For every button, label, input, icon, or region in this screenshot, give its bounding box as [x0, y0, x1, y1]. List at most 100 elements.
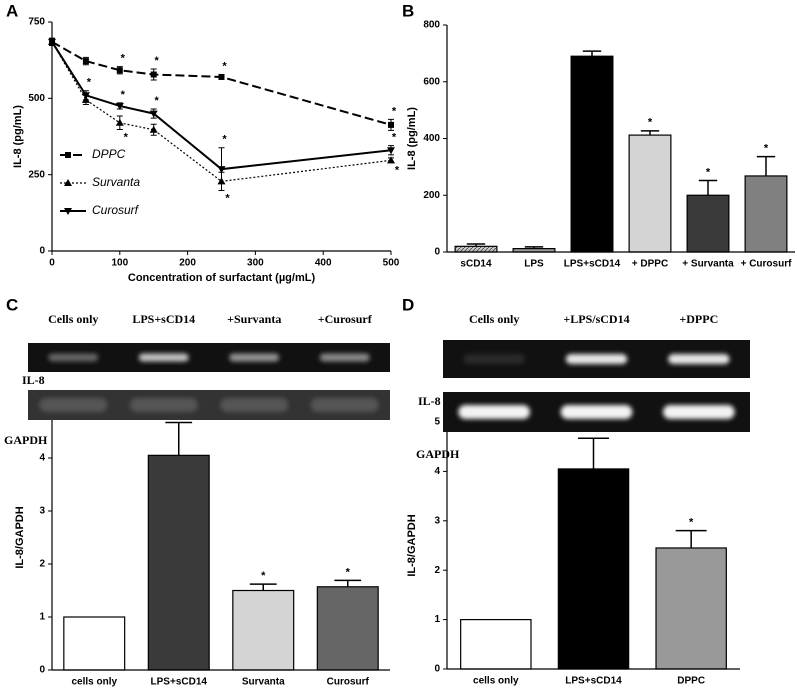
y-axis-label: IL-8/GAPDH	[14, 506, 26, 568]
x-tick-label: DPPC	[677, 676, 705, 687]
x-tick-label: cells only	[71, 677, 117, 688]
marker	[149, 110, 158, 118]
x-tick-label: 300	[247, 258, 264, 269]
y-axis-label: IL-8 (pg/mL)	[406, 107, 418, 170]
y-tick-label: 0	[434, 247, 440, 258]
error-bar	[165, 421, 193, 456]
y-tick-label: 800	[423, 20, 440, 31]
series-line	[51, 41, 392, 183]
lane-label: +Curosurf	[318, 312, 373, 326]
row-label: GAPDH	[416, 447, 460, 461]
bar	[570, 55, 614, 253]
y-tick-label: 5	[434, 417, 440, 428]
x-tick-label: sCD14	[460, 259, 492, 270]
marker	[217, 166, 226, 174]
gel-band	[229, 353, 280, 362]
bar	[655, 547, 727, 670]
bar	[557, 468, 630, 670]
significance: *	[124, 131, 129, 143]
y-tick-label: 200	[423, 190, 440, 201]
significance: *	[121, 89, 126, 101]
significance: *	[121, 52, 126, 64]
significance: *	[764, 143, 769, 155]
y-tick-label: 250	[28, 169, 45, 180]
error-bar	[698, 179, 718, 196]
error-bar	[582, 50, 602, 57]
marker	[64, 208, 72, 215]
x-tick-label: Curosurf	[327, 677, 370, 688]
gel-band	[560, 405, 633, 419]
bar	[628, 134, 672, 253]
y-tick-label: 3	[434, 515, 440, 526]
y-tick-label: 1	[39, 612, 45, 623]
error-bar	[756, 155, 776, 176]
significance: *	[689, 517, 694, 529]
series-line	[51, 40, 392, 126]
lane-label: Cells only	[48, 312, 98, 326]
bar	[316, 586, 379, 671]
gel-band	[565, 354, 628, 364]
lane-label: LPS+sCD14	[132, 312, 195, 326]
significance: *	[648, 117, 653, 129]
significance: *	[395, 165, 400, 177]
significance: *	[392, 105, 397, 117]
x-tick-label: 500	[383, 258, 400, 269]
x-tick-label: 200	[179, 258, 196, 269]
significance: *	[392, 132, 397, 144]
marker	[387, 147, 395, 155]
bar	[454, 245, 498, 253]
gel-band	[138, 353, 189, 362]
bar	[232, 589, 295, 671]
gel-band	[458, 405, 530, 419]
error-bar	[640, 130, 660, 136]
y-tick-label: 1	[434, 614, 440, 625]
x-tick-label: LPS+sCD14	[564, 259, 621, 270]
error-bar	[578, 437, 609, 469]
marker	[218, 73, 225, 80]
bar	[460, 618, 532, 670]
y-axis-label: IL-8 (pg/mL)	[12, 105, 24, 168]
error-bar	[334, 579, 362, 587]
y-tick-label: 2	[434, 565, 440, 576]
lane-label: +LPS/sCD14	[563, 312, 629, 326]
marker	[115, 118, 124, 126]
row-label: GAPDH	[4, 433, 48, 447]
significance: *	[155, 95, 160, 107]
significance: *	[222, 60, 227, 72]
lane-label: +DPPC	[679, 312, 718, 326]
marker	[65, 152, 71, 158]
gel-band	[220, 398, 289, 412]
legend-label: Curosurf	[92, 203, 140, 217]
legend-label: DPPC	[92, 147, 126, 161]
lane-label: +Survanta	[227, 312, 281, 326]
bar	[147, 454, 210, 671]
gel-band	[663, 405, 735, 419]
marker	[387, 156, 395, 164]
y-tick-label: 750	[28, 17, 45, 28]
bar	[686, 194, 730, 253]
row-label: IL-8	[418, 394, 441, 408]
x-tick-label: LPS+sCD14	[565, 676, 622, 687]
y-tick-label: 2	[39, 559, 45, 570]
x-tick-label: LPS+sCD14	[151, 677, 208, 688]
marker	[81, 92, 90, 100]
lane-label: Cells only	[469, 312, 519, 326]
y-tick-label: 3	[39, 506, 45, 517]
x-tick-label: Survanta	[242, 677, 285, 688]
significance: *	[155, 55, 160, 67]
x-tick-label: 0	[49, 258, 55, 269]
significance: *	[261, 570, 266, 582]
x-tick-label: + Curosurf	[741, 259, 793, 270]
marker	[116, 67, 123, 74]
marker	[388, 121, 394, 128]
y-tick-label: 0	[434, 664, 440, 675]
y-tick-label: 600	[423, 76, 440, 87]
marker	[115, 102, 124, 110]
panel-label: C	[6, 295, 18, 314]
legend-label: Survanta	[92, 175, 140, 189]
error-bar	[249, 583, 277, 591]
x-axis-label: Concentration of surfactant (µg/mL)	[128, 272, 316, 284]
x-tick-label: LPS	[524, 259, 544, 270]
gel-band	[39, 398, 108, 412]
